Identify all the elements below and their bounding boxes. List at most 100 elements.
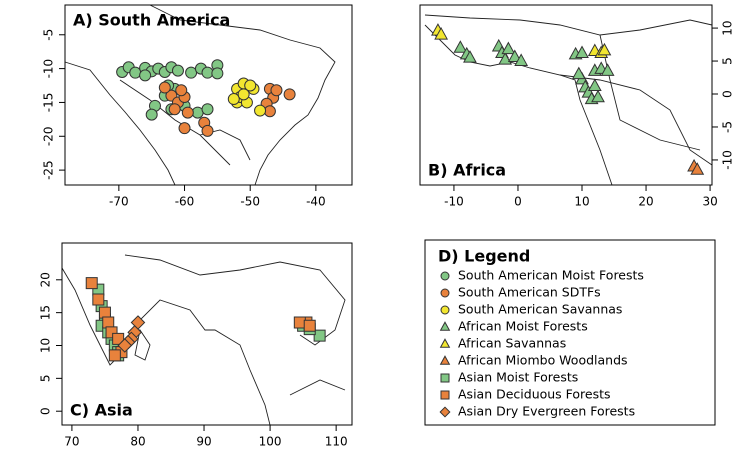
point	[244, 79, 257, 92]
point	[571, 66, 586, 80]
y-tick-label: -10	[721, 150, 735, 170]
y-tick-label: 5	[39, 375, 53, 383]
legend-marker	[440, 271, 450, 281]
legend-label: South American Moist Forests	[458, 268, 644, 283]
point	[98, 306, 111, 319]
legend-label: African Miombo Woodlands	[458, 353, 628, 368]
point	[453, 40, 468, 53]
y-tick-label: -15	[42, 93, 56, 113]
legend-label: South American Savannas	[458, 302, 622, 317]
point	[201, 103, 214, 116]
legend-label: African Moist Forests	[458, 319, 588, 334]
point	[139, 69, 152, 82]
point	[313, 329, 326, 342]
x-tick-label: 100	[259, 435, 282, 449]
y-tick-label: 0	[39, 407, 53, 415]
legend-frame	[424, 239, 716, 426]
coastlines-c	[61, 254, 346, 426]
x-tick-label: -10	[444, 195, 464, 209]
legend-marker	[440, 373, 450, 383]
point	[303, 319, 316, 332]
point	[237, 88, 250, 101]
x-tick-label: 30	[702, 195, 717, 209]
point	[597, 42, 612, 56]
point	[587, 78, 602, 91]
point	[158, 81, 171, 94]
x-tick-label: -40	[306, 195, 326, 209]
point	[263, 105, 276, 118]
point	[145, 108, 158, 121]
point	[85, 277, 98, 290]
point	[92, 293, 105, 306]
legend-marker	[440, 305, 450, 315]
legend-title: D) Legend	[438, 247, 530, 266]
x-tick-label: 110	[325, 435, 348, 449]
point	[507, 49, 522, 62]
x-tick-label: -70	[109, 195, 129, 209]
point	[575, 45, 589, 59]
point	[690, 162, 705, 175]
point	[201, 66, 214, 79]
coastlines-b	[424, 14, 713, 186]
panel-title: C) Asia	[70, 401, 133, 420]
y-tick-label: -20	[42, 126, 56, 146]
legend-marker	[440, 390, 450, 400]
x-tick-label: 20	[638, 195, 653, 209]
legend-label: Asian Moist Forests	[458, 370, 578, 385]
point	[283, 88, 296, 101]
point	[129, 66, 142, 79]
point	[168, 103, 181, 116]
y-tick-label: 20	[39, 272, 53, 287]
point	[211, 67, 224, 80]
legend-marker	[439, 338, 451, 348]
point	[171, 64, 184, 77]
point	[434, 27, 449, 40]
y-tick-label: -5	[721, 121, 735, 133]
point	[201, 124, 214, 137]
y-tick-label: 5	[721, 57, 735, 65]
legend-label: African Savannas	[458, 336, 566, 351]
point	[501, 41, 516, 55]
point	[254, 104, 267, 117]
y-tick-label: 10	[39, 338, 53, 353]
x-tick-label: -50	[240, 195, 260, 209]
point	[270, 84, 283, 97]
legend-marker	[439, 355, 451, 365]
y-tick-label: -25	[42, 160, 56, 180]
x-tick-label: -60	[175, 195, 195, 209]
point	[463, 50, 477, 63]
point	[175, 84, 188, 97]
point	[498, 52, 513, 65]
panel-title: A) South America	[73, 11, 230, 30]
x-tick-label: 90	[196, 435, 211, 449]
plot-frame	[419, 4, 713, 186]
legend-label: South American SDTFs	[458, 285, 601, 300]
point	[178, 122, 191, 135]
x-tick-label: 70	[64, 435, 79, 449]
point	[108, 349, 121, 362]
y-tick-label: 0	[721, 90, 735, 98]
point	[191, 106, 204, 119]
point	[514, 53, 529, 66]
panel-title: B) Africa	[428, 161, 506, 180]
point	[227, 93, 240, 106]
y-tick-label: 15	[39, 305, 53, 320]
point	[293, 316, 306, 329]
y-tick-label: -5	[42, 29, 56, 41]
x-tick-label: 0	[514, 195, 522, 209]
x-tick-label: 10	[574, 195, 589, 209]
point	[591, 89, 605, 103]
legend-marker	[439, 321, 451, 331]
point	[102, 316, 115, 329]
y-tick-label: 10	[721, 20, 735, 35]
point	[117, 338, 133, 353]
legend-label: Asian Deciduous Forests	[458, 387, 611, 402]
point	[181, 106, 194, 119]
legend-marker	[440, 288, 450, 298]
y-tick-label: -10	[42, 59, 56, 79]
plot-frame	[61, 242, 353, 426]
point	[600, 63, 615, 76]
point	[185, 66, 198, 79]
x-tick-label: 80	[130, 435, 145, 449]
